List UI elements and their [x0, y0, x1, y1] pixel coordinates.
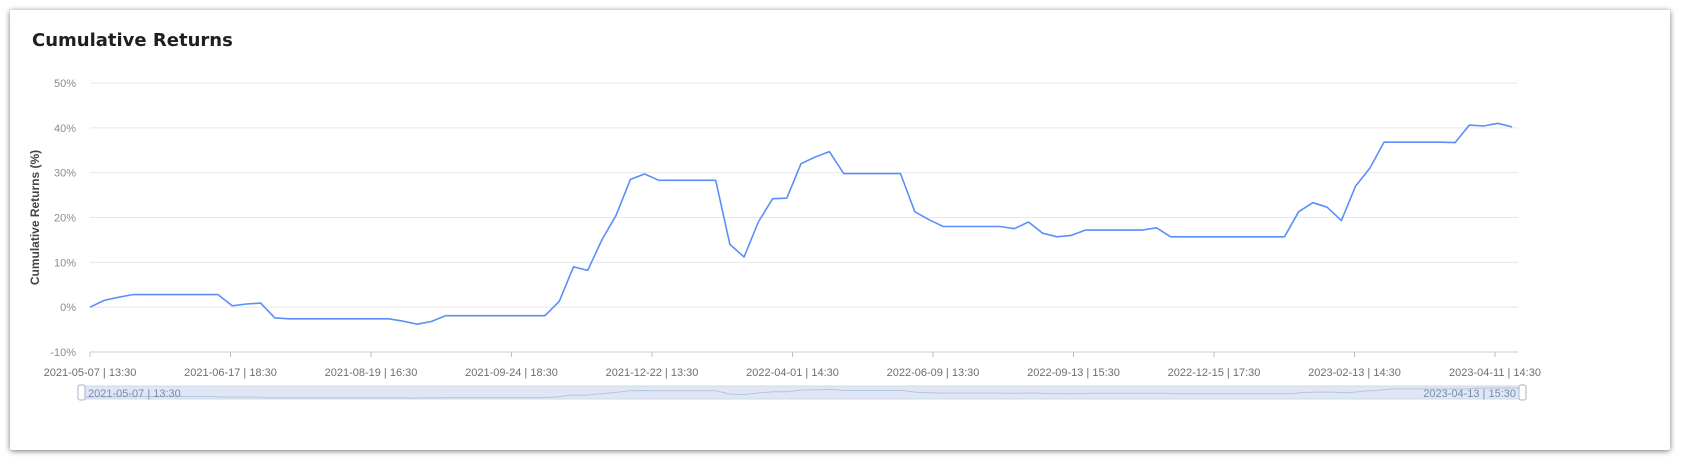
returns-series-line: [89, 122, 1513, 325]
x-tick-label: 2023-02-13 | 14:30: [1308, 367, 1401, 379]
y-tick-label: -10%: [50, 347, 76, 359]
y-tick-label: 50%: [54, 78, 76, 90]
x-tick-label: 2021-09-24 | 18:30: [465, 367, 558, 379]
x-tick-label: 2022-12-15 | 17:30: [1168, 367, 1261, 379]
zoom-start-handle[interactable]: [77, 384, 86, 401]
x-tick-label: 2022-04-01 | 14:30: [746, 367, 839, 379]
chart-card: Cumulative Returns -10% 0% 10% 20% 30% 40% 50%…: [10, 10, 1670, 450]
y-tick-label: 20%: [54, 213, 76, 225]
y-tick-label: 30%: [54, 168, 76, 180]
zoom-end-label: 2023-04-13 | 15:30: [1423, 388, 1516, 400]
y-tick-label: 0%: [60, 302, 76, 314]
x-tick-label: 2021-05-07 | 13:30: [44, 367, 137, 379]
zoom-end-handle[interactable]: [1518, 384, 1527, 401]
x-tick-label: 2021-06-17 | 18:30: [184, 367, 277, 379]
x-tick-label: 2021-12-22 | 13:30: [606, 367, 699, 379]
y-tick-label: 40%: [54, 123, 76, 135]
zoom-preview-line: [81, 387, 1523, 399]
zoom-start-label: 2021-05-07 | 13:30: [88, 388, 181, 400]
x-tick-label: 2023-04-11 | 14:30: [1449, 367, 1541, 379]
x-tick-label: 2021-08-19 | 16:30: [325, 367, 418, 379]
x-tick-label: 2022-06-09 | 13:30: [887, 367, 980, 379]
y-tick-label: 10%: [54, 257, 76, 269]
chart-title: Cumulative Returns: [32, 30, 233, 51]
cumulative-returns-chart: -10% 0% 10% 20% 30% 40% 50% Cumulative Returns …: [28, 78, 1541, 401]
x-tick-label: 2022-09-13 | 15:30: [1027, 367, 1120, 379]
y-axis-label: Cumulative Returns (%): [28, 150, 42, 285]
